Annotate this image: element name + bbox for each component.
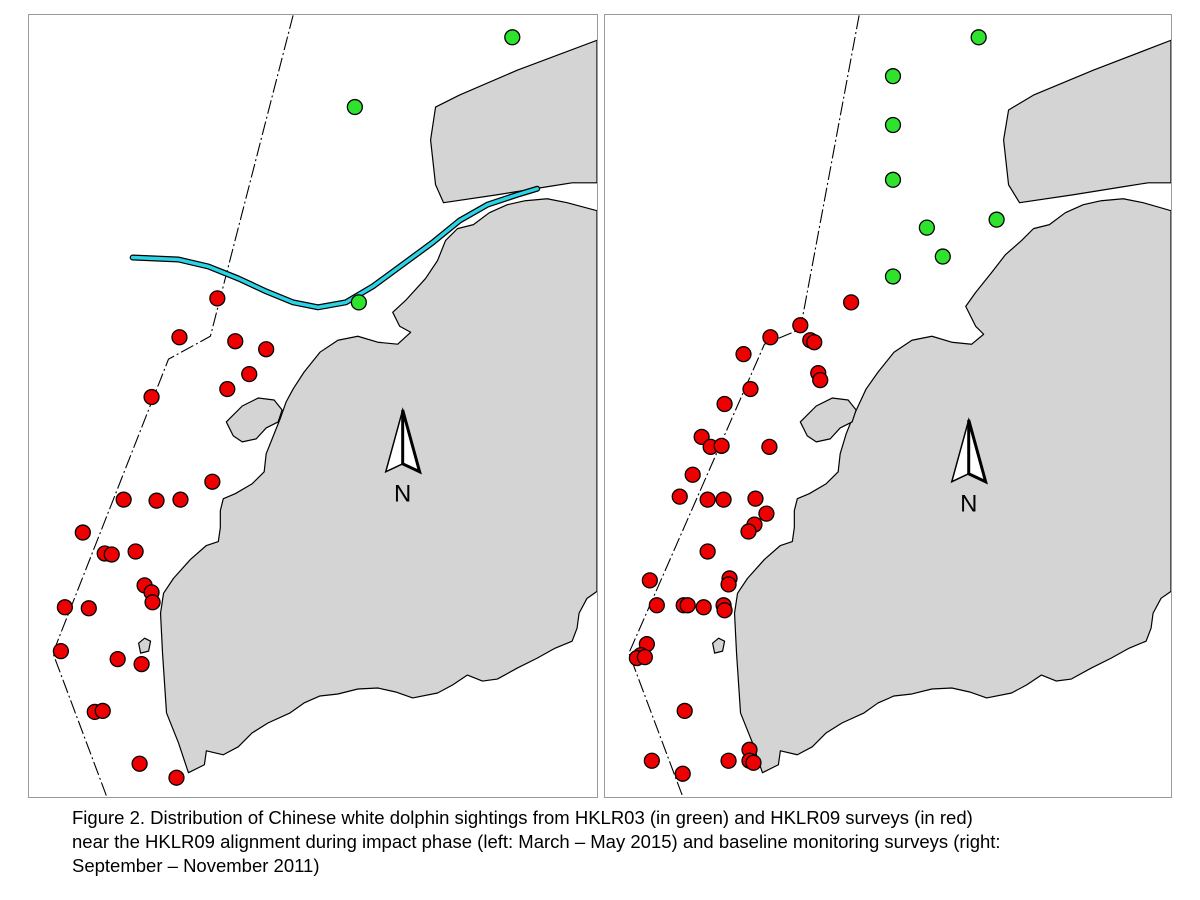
red-sighting-dot <box>52 643 70 660</box>
land-small-island <box>225 397 283 443</box>
land-main-island <box>159 198 597 774</box>
north-arrow-shadow <box>401 409 422 475</box>
green-sightings <box>884 29 1005 285</box>
red-sighting-dot <box>131 755 148 772</box>
north-arrow: N <box>384 407 422 508</box>
red-sighting-dot <box>171 329 188 346</box>
red-sighting-dot <box>258 341 275 358</box>
red-sighting-dot <box>699 543 716 560</box>
red-sightings <box>52 290 275 786</box>
figure-caption: Figure 2. Distribution of Chinese white … <box>72 806 1172 878</box>
north-arrow-shadow <box>967 419 988 485</box>
red-sighting-dot <box>168 769 185 786</box>
red-sightings <box>628 294 860 782</box>
red-sighting-dot <box>745 754 762 771</box>
land-northeast <box>1002 39 1171 204</box>
red-sighting-dot <box>676 702 693 720</box>
red-sighting-dot <box>693 428 710 446</box>
red-sighting-dot <box>806 334 823 351</box>
land-main-island <box>733 198 1171 774</box>
red-sighting-dot <box>103 546 120 563</box>
red-sighting-dot <box>679 597 696 614</box>
red-sighting-dot <box>742 380 759 398</box>
boundary-line <box>52 15 294 797</box>
red-sighting-dot <box>127 543 144 560</box>
red-sighting-dot <box>648 597 665 614</box>
green-sighting-dot <box>350 294 367 311</box>
red-sighting-dot <box>699 491 716 508</box>
red-sighting-dot <box>227 333 244 350</box>
red-sighting-dot <box>204 473 221 490</box>
green-sighting-dot <box>884 268 902 285</box>
red-sighting-dot <box>94 702 111 720</box>
red-sighting-dot <box>219 380 236 398</box>
green-sighting-dot <box>504 29 521 46</box>
red-sighting-dot <box>713 437 730 454</box>
map-right: N <box>628 15 1171 797</box>
caption-line-3: September – November 2011) <box>72 855 320 876</box>
red-sighting-dot <box>144 594 161 611</box>
alignment-line <box>129 185 541 311</box>
north-arrow: N <box>950 417 988 518</box>
red-sighting-dot <box>715 491 732 508</box>
red-sighting-dot <box>843 294 860 311</box>
caption-line-2: near the HKLR09 alignment during impact … <box>72 831 1001 852</box>
red-sighting-dot <box>172 491 189 508</box>
red-sighting-dot <box>792 317 809 334</box>
map-panel-left: N <box>28 14 598 798</box>
north-label: N <box>394 481 411 508</box>
red-sighting-dot <box>716 395 733 413</box>
red-sighting-dot <box>74 524 91 541</box>
red-sighting-dot <box>747 490 764 507</box>
map-panel-right: N <box>604 14 1172 798</box>
red-sighting-dot <box>762 329 779 346</box>
green-sighting-dot <box>988 211 1005 228</box>
red-sighting-dot <box>143 388 160 406</box>
green-sighting-dot <box>884 68 902 85</box>
red-sighting-dot <box>56 599 73 616</box>
red-sighting-dot <box>80 600 97 617</box>
red-sighting-dot <box>684 466 701 483</box>
red-sighting-dot <box>720 576 737 593</box>
red-sighting-dot <box>109 650 126 668</box>
north-label: N <box>960 491 977 518</box>
green-sighting-dot <box>934 248 951 265</box>
red-sighting-dot <box>115 491 132 508</box>
red-sighting-dot <box>695 599 712 616</box>
land-northeast <box>429 39 597 204</box>
land-small-island <box>799 397 857 443</box>
caption-line-1: Figure 2. Distribution of Chinese white … <box>72 807 973 828</box>
red-sighting-dot <box>241 365 258 383</box>
red-sighting-dot <box>761 438 778 455</box>
green-sighting-dot <box>970 29 987 46</box>
red-sighting-dot <box>812 371 829 389</box>
red-sighting-dot <box>209 290 226 307</box>
red-sighting-dot <box>133 655 150 673</box>
red-sighting-dot <box>740 523 757 540</box>
green-sighting-dot <box>918 219 935 236</box>
map-left: N <box>52 15 597 797</box>
red-sighting-dot <box>758 505 775 522</box>
red-sighting-dot <box>716 602 733 619</box>
green-sightings <box>346 29 521 311</box>
red-sighting-dot <box>641 572 658 589</box>
red-sighting-dot <box>643 752 660 769</box>
red-sighting-dot <box>720 752 737 769</box>
land-islet <box>138 637 152 654</box>
red-sighting-dot <box>636 648 653 666</box>
green-sighting-dot <box>884 116 902 134</box>
red-sighting-dot <box>674 765 691 782</box>
boundary-line <box>628 15 860 797</box>
red-sighting-dot <box>735 346 752 363</box>
red-sighting-dot <box>148 492 165 509</box>
green-sighting-dot <box>346 98 363 116</box>
green-sighting-dot <box>884 171 902 188</box>
land-islet <box>712 637 726 654</box>
red-sighting-dot <box>671 488 688 505</box>
